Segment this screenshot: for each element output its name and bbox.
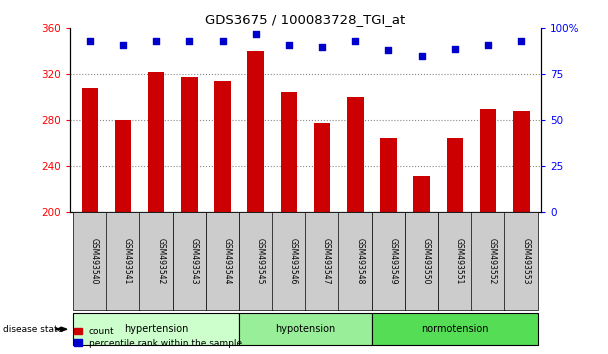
Text: GSM493549: GSM493549 [389, 238, 398, 284]
Bar [480, 109, 496, 212]
Text: GSM493541: GSM493541 [123, 238, 132, 284]
Point [85, 38, 95, 44]
Bar [181, 76, 198, 212]
Legend: count, percentile rank within the sample: count, percentile rank within the sample [74, 327, 242, 348]
Point [284, 42, 294, 48]
Bar [247, 51, 264, 212]
Text: normotension: normotension [421, 324, 489, 334]
Bar [281, 92, 297, 212]
Point [118, 42, 128, 48]
Text: GSM493548: GSM493548 [355, 238, 364, 284]
Point [417, 53, 427, 59]
Text: GSM493544: GSM493544 [223, 238, 232, 284]
Point [483, 42, 493, 48]
Point [450, 46, 460, 51]
Point [251, 31, 261, 37]
Point [151, 38, 161, 44]
Point [384, 47, 393, 53]
Point [218, 38, 227, 44]
Bar [413, 176, 430, 212]
Text: hypertension: hypertension [124, 324, 188, 334]
Text: GSM493545: GSM493545 [256, 238, 264, 284]
Text: GSM493552: GSM493552 [488, 238, 497, 284]
Bar [81, 88, 98, 212]
Text: GSM493542: GSM493542 [156, 238, 165, 284]
Bar [214, 81, 231, 212]
Text: GSM493553: GSM493553 [521, 238, 530, 284]
Text: GSM493547: GSM493547 [322, 238, 331, 284]
Title: GDS3675 / 100083728_TGI_at: GDS3675 / 100083728_TGI_at [206, 13, 406, 26]
Bar [446, 138, 463, 212]
Bar [380, 138, 397, 212]
Text: GSM493546: GSM493546 [289, 238, 298, 284]
Bar [115, 120, 131, 212]
Text: disease state: disease state [3, 325, 63, 334]
Point [184, 38, 194, 44]
Bar [513, 111, 530, 212]
Point [317, 44, 327, 50]
Bar [347, 97, 364, 212]
Bar [314, 123, 330, 212]
Text: GSM493540: GSM493540 [90, 238, 99, 284]
Text: GSM493543: GSM493543 [189, 238, 198, 284]
Bar [148, 72, 165, 212]
Text: GSM493550: GSM493550 [422, 238, 430, 284]
Point [516, 38, 526, 44]
Text: GSM493551: GSM493551 [455, 238, 464, 284]
Text: hypotension: hypotension [275, 324, 336, 334]
Point [350, 38, 360, 44]
